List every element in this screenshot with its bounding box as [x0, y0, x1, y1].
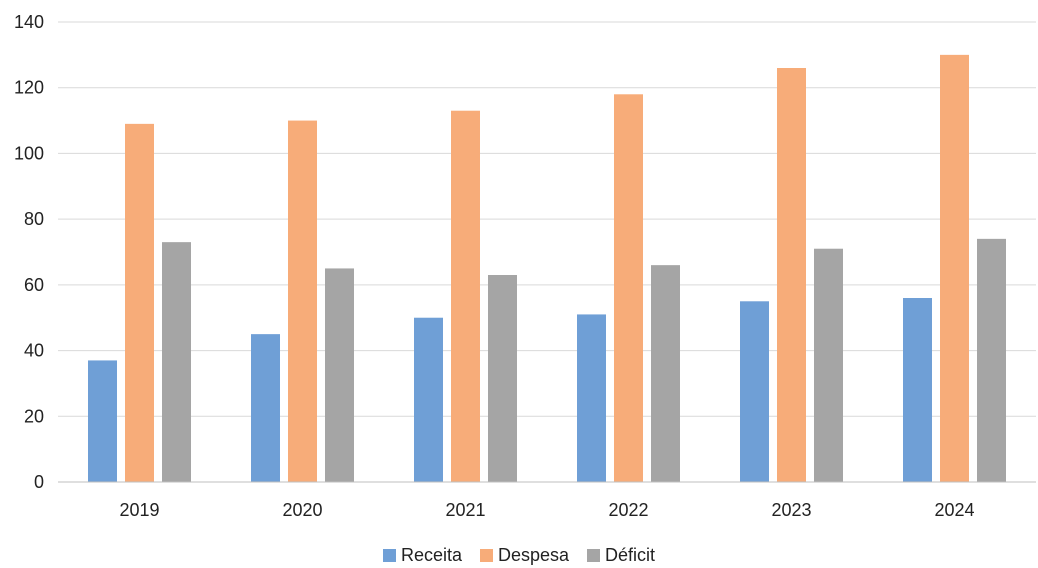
y-tick-label-40: 40 — [24, 341, 44, 361]
legend-item-despesa: Despesa — [479, 544, 570, 566]
y-tick-label-80: 80 — [24, 209, 44, 229]
bar-deficit-2023 — [814, 248, 843, 482]
y-tick-label-0: 0 — [34, 472, 44, 492]
legend-item-deficit: Déficit — [587, 545, 655, 566]
y-tick-label-60: 60 — [24, 275, 44, 295]
gridlines — [58, 21, 1036, 417]
x-tick-label-2024: 2024 — [934, 500, 974, 520]
bar-deficit-2019 — [162, 242, 191, 482]
bars — [88, 54, 1006, 483]
x-tick-label-2019: 2019 — [119, 500, 159, 520]
x-tick-label-2023: 2023 — [771, 500, 811, 520]
bar-receita-2022 — [577, 314, 606, 482]
bar-despesa-2021 — [451, 110, 480, 482]
x-tick-label-2021: 2021 — [445, 500, 485, 520]
legend-label-deficit: Déficit — [605, 544, 656, 565]
bar-receita-2021 — [414, 317, 443, 482]
bar-despesa-2024 — [940, 54, 969, 482]
legend-item-receita: Receita — [382, 544, 462, 566]
x-axis-tick-labels: 2019 2020 2021 2022 2023 2024 — [119, 500, 974, 520]
bar-despesa-2022 — [614, 94, 643, 483]
legend-swatch-despesa — [479, 548, 493, 562]
y-tick-label-140: 140 — [14, 12, 44, 32]
x-tick-label-2020: 2020 — [282, 500, 322, 520]
legend: Receita Despesa Déficit — [0, 544, 1038, 566]
y-axis-tick-labels: 0 20 40 60 80 100 120 140 — [14, 12, 44, 492]
y-tick-label-100: 100 — [14, 143, 44, 163]
bar-receita-2019 — [88, 360, 117, 482]
legend-swatch-deficit — [587, 548, 601, 562]
bar-deficit-2021 — [488, 275, 517, 482]
bar-receita-2020 — [251, 334, 280, 482]
bar-despesa-2020 — [288, 120, 317, 483]
bar-receita-2023 — [740, 301, 769, 482]
bar-deficit-2024 — [977, 238, 1006, 482]
bar-receita-2024 — [903, 298, 932, 482]
bar-despesa-2023 — [777, 68, 806, 482]
legend-label-despesa: Despesa — [497, 544, 570, 565]
bar-deficit-2020 — [325, 268, 354, 482]
bar-despesa-2019 — [125, 123, 154, 482]
x-tick-label-2022: 2022 — [608, 500, 648, 520]
bar-deficit-2022 — [651, 265, 680, 482]
legend-swatch-receita — [382, 548, 396, 562]
y-tick-label-20: 20 — [24, 406, 44, 426]
legend-label-receita: Receita — [400, 544, 462, 565]
y-tick-label-120: 120 — [14, 78, 44, 98]
